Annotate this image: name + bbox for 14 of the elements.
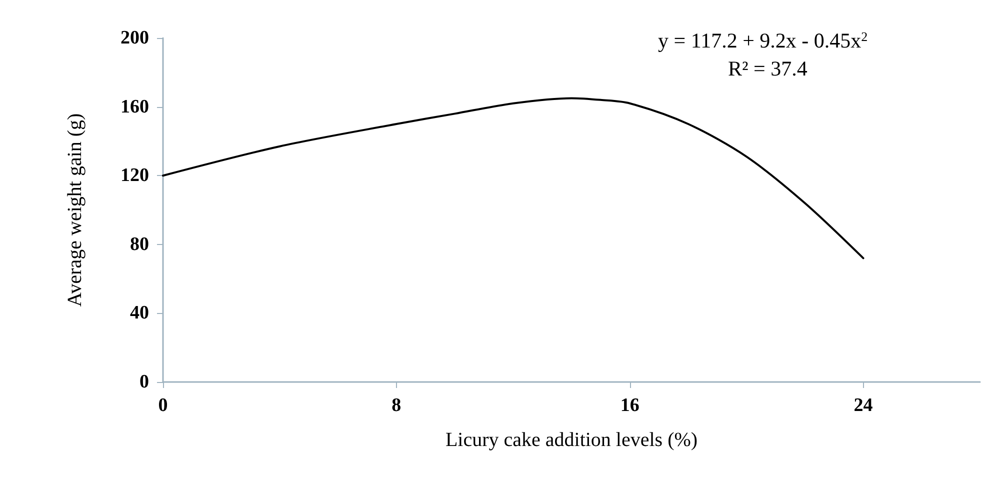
y-tick-label: 40: [130, 302, 149, 324]
x-tick-label: 24: [854, 395, 874, 416]
x-tick-label: 0: [158, 395, 168, 416]
y-tick-label: 80: [130, 234, 149, 255]
annotation: R² = 37.4: [728, 56, 808, 80]
line-series: [162, 97, 864, 260]
x-axis-title: Licury cake addition levels (%): [445, 429, 698, 451]
y-axis-title: Average weight gain (g): [64, 113, 86, 307]
y-tick-label: 160: [120, 96, 149, 118]
y-tick-label: 200: [120, 28, 149, 48]
x-tick-label: 8: [392, 395, 402, 416]
y-tick-label: 120: [120, 165, 149, 186]
x-tick-label: 16: [620, 395, 640, 416]
y-tick-label: 0: [140, 372, 149, 392]
